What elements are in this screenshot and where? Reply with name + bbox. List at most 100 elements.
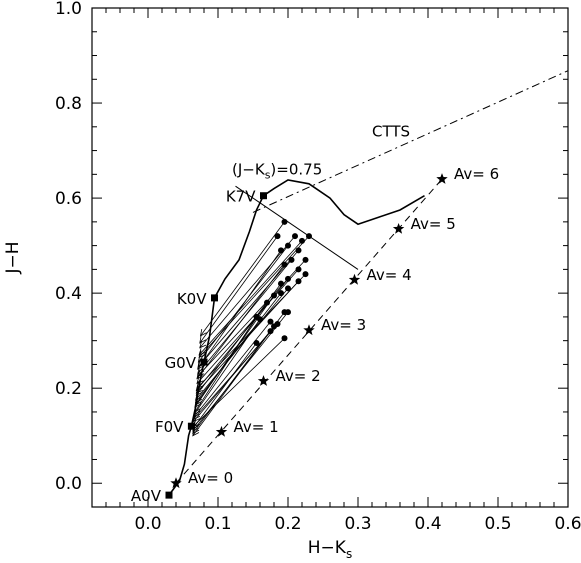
extinction-label: Av= 5 (411, 215, 456, 233)
dereddening-vector (193, 319, 261, 415)
ctts-annotation: CTTS (372, 122, 410, 140)
vector-arrowhead (195, 388, 203, 397)
data-labels: A0V F0V G0V K0V K7V Av= 0 Av= 1 Av= 2 Av= 3 Av= 4… (131, 122, 499, 505)
source-point (285, 242, 291, 249)
vector-arrowhead (194, 400, 202, 408)
vector-arrowhead (196, 376, 204, 385)
y-tick-label: 0.8 (55, 94, 82, 114)
annotation-main: (J−K (232, 160, 266, 178)
annotation-subscript: s (265, 168, 271, 181)
axis-titles: H−Ks J−H (3, 241, 352, 561)
source-point (278, 280, 284, 287)
extinction-label: Av= 6 (454, 165, 499, 183)
spectral-type-marker (165, 491, 173, 499)
source-point (285, 285, 291, 292)
source-point (267, 328, 274, 335)
source-point (278, 247, 284, 254)
extinction-star-marker (436, 173, 448, 184)
source-point (299, 237, 305, 244)
dereddening-vector (194, 302, 268, 408)
x-tick-label: 0.6 (554, 514, 581, 534)
y-axis-title: J−H (3, 241, 23, 274)
vector-arrowhead (199, 328, 207, 337)
ctts-locus-line (252, 70, 569, 213)
dereddening-vector (196, 269, 299, 384)
extinction-label: Av= 3 (321, 316, 366, 334)
axis-ticks: 0.0 0.1 0.2 0.3 0.4 0.5 0.6 0.0 0.2 0.4 0.6 0.8 1.0 (55, 0, 581, 534)
dereddening-vector (197, 250, 282, 370)
vector-arrowhead (192, 428, 200, 437)
x-axis-title-main: H−K (308, 538, 347, 558)
extinction-star-marker (257, 375, 270, 386)
source-point (288, 256, 295, 263)
source-point (281, 309, 288, 316)
spectral-type-marker (200, 358, 208, 366)
dereddening-vector (196, 264, 285, 379)
dereddening-vector (192, 326, 275, 436)
x-tick-label: 0.5 (484, 514, 511, 534)
spectral-type-marker (187, 422, 195, 430)
spectral-type-label: K0V (177, 290, 207, 308)
source-point (281, 335, 288, 342)
extinction-star-marker (348, 273, 361, 285)
source-point (257, 316, 263, 323)
extinction-label: Av= 1 (234, 418, 279, 436)
dereddening-vector (199, 235, 278, 344)
j-ks-annotation: (J−Ks)=0.75 (232, 160, 322, 181)
source-point (253, 340, 260, 347)
annotation-main: CTTS (372, 122, 410, 140)
extinction-label: Av= 2 (276, 367, 321, 385)
source-point (281, 218, 288, 225)
y-tick-label: 0.6 (55, 189, 82, 209)
spectral-type-label: K7V (226, 188, 256, 206)
dereddening-vector (193, 321, 271, 417)
extinction-label: Av= 4 (367, 266, 412, 284)
x-axis-title-subscript: s (346, 547, 352, 561)
y-tick-label: 0.0 (55, 474, 82, 494)
vector-arrowhead (199, 336, 207, 344)
extinction-star-marker (215, 425, 228, 437)
vector-arrowhead (198, 348, 206, 356)
source-point (271, 323, 277, 330)
dereddening-vectors (192, 221, 310, 437)
y-tick-label: 0.2 (55, 379, 82, 399)
x-tick-label: 0.4 (414, 514, 441, 534)
vector-arrowhead (192, 412, 201, 420)
source-point (271, 292, 277, 299)
annotation-tail: )=0.75 (270, 160, 322, 178)
dereddening-vector (199, 235, 296, 349)
source-point (302, 256, 309, 263)
x-tick-label: 0.3 (344, 514, 371, 534)
y-tick-label: 1.0 (55, 0, 82, 19)
extinction-label: Av= 0 (188, 469, 233, 487)
source-point (295, 266, 302, 273)
source-point (292, 233, 298, 240)
spectral-type-label: F0V (155, 418, 184, 436)
source-point (295, 247, 302, 254)
source-point (306, 233, 312, 240)
dereddening-vector (194, 316, 257, 413)
source-point (274, 233, 281, 240)
vector-arrowhead (197, 362, 205, 370)
source-point (285, 275, 291, 282)
y-tick-label: 0.4 (55, 284, 82, 304)
source-point (267, 318, 274, 325)
dereddening-vector (195, 292, 282, 403)
x-tick-label: 0.1 (204, 514, 231, 534)
source-point (278, 290, 284, 297)
spectral-type-label: A0V (131, 487, 162, 505)
vector-arrowhead (199, 340, 207, 349)
vector-arrowhead (192, 414, 201, 423)
data-markers (165, 173, 448, 499)
source-point (264, 299, 270, 306)
spectral-type-marker (260, 192, 267, 200)
vector-arrowhead (196, 371, 204, 380)
x-tick-label: 0.2 (274, 514, 301, 534)
spectral-type-label: G0V (165, 354, 197, 372)
source-point (281, 261, 288, 268)
extinction-star-marker (392, 223, 405, 234)
dereddening-vector (192, 342, 257, 429)
source-point (302, 271, 309, 278)
dereddening-vector (200, 221, 285, 337)
